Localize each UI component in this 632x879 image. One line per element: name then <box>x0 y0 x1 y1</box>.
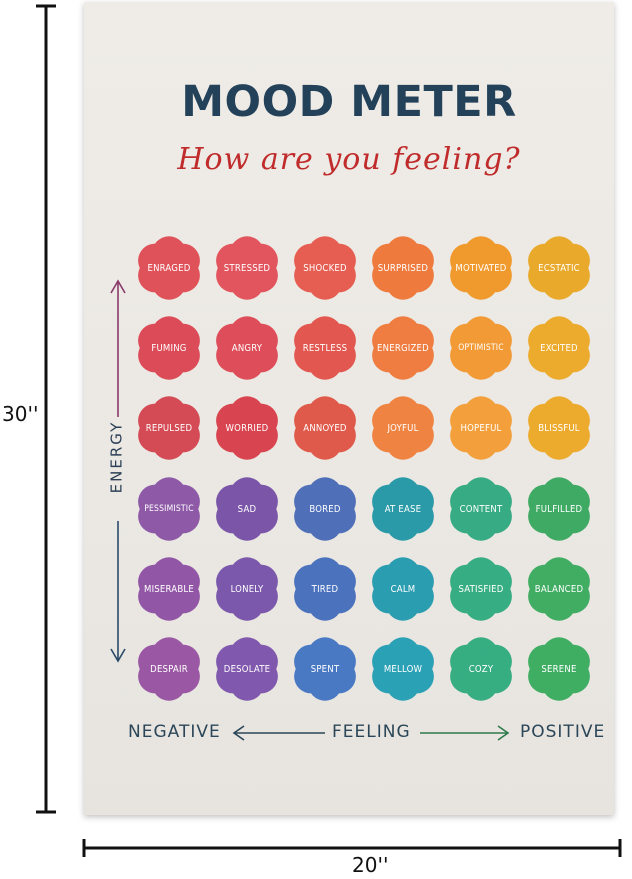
mood-flower-enraged: ENRAGED <box>134 235 204 301</box>
mood-word-label: DESOLATE <box>223 663 271 675</box>
mood-word-label: EXCITED <box>540 342 578 354</box>
mood-word-label: CONTENT <box>459 503 503 515</box>
mood-word-label: HOPEFUL <box>460 422 502 434</box>
energy-down-arrow <box>110 521 126 663</box>
mood-word-label: MISERABLE <box>144 583 194 595</box>
mood-word-label: WORRIED <box>225 422 269 434</box>
mood-word-label: REPULSED <box>145 422 193 434</box>
left-arrow <box>232 725 325 741</box>
mood-flower-miserable: MISERABLE <box>134 556 204 622</box>
mood-word-label: SHOCKED <box>303 262 347 274</box>
mood-word-label: SATISFIED <box>458 583 504 595</box>
mood-flower-calm: CALM <box>368 556 438 622</box>
mood-flower-repulsed: REPULSED <box>134 395 204 461</box>
mood-flower-fulfilled: FULFILLED <box>524 476 594 542</box>
mood-word-label: DESPAIR <box>150 663 188 675</box>
mood-flower-bored: BORED <box>290 476 360 542</box>
mood-flower-angry: ANGRY <box>212 315 282 381</box>
mood-flower-shocked: SHOCKED <box>290 235 360 301</box>
mood-meter-poster: MOOD METER How are you feeling? ENERGY N… <box>84 2 614 815</box>
mood-flower-joyful: JOYFUL <box>368 395 438 461</box>
mood-flower-pessimistic: PESSIMISTIC <box>134 476 204 542</box>
mood-word-label: FULFILLED <box>535 503 583 515</box>
mood-flower-motivated: MOTIVATED <box>446 235 516 301</box>
mood-word-label: TIRED <box>311 583 339 595</box>
mood-word-label: CALM <box>390 583 416 595</box>
mood-word-label: JOYFUL <box>387 422 419 434</box>
mood-word-label: PESSIMISTIC <box>144 504 194 514</box>
mood-word-label: ENERGIZED <box>377 342 429 354</box>
mood-flower-annoyed: ANNOYED <box>290 395 360 461</box>
poster-title: MOOD METER <box>181 77 517 127</box>
mood-flower-excited: EXCITED <box>524 315 594 381</box>
mood-flower-blissful: BLISSFUL <box>524 395 594 461</box>
mood-flower-worried: WORRIED <box>212 395 282 461</box>
mood-word-label: SPENT <box>310 663 340 675</box>
negative-label: NEGATIVE <box>128 722 221 742</box>
mood-word-label: BLISSFUL <box>538 422 580 434</box>
mood-flower-despair: DESPAIR <box>134 636 204 702</box>
mood-flower-sad: SAD <box>212 476 282 542</box>
mood-word-label: FUMING <box>151 342 187 354</box>
mood-word-label: MELLOW <box>383 663 423 675</box>
width-dimension-line <box>82 839 622 857</box>
mood-flower-cozy: COZY <box>446 636 516 702</box>
mood-flower-hopeful: HOPEFUL <box>446 395 516 461</box>
mood-flower-desolate: DESOLATE <box>212 636 282 702</box>
mood-flower-ecstatic: ECSTATIC <box>524 235 594 301</box>
mood-flower-satisfied: SATISFIED <box>446 556 516 622</box>
mood-flower-optimistic: OPTIMISTIC <box>446 315 516 381</box>
mood-word-label: RESTLESS <box>302 342 348 354</box>
mood-flower-spent: SPENT <box>290 636 360 702</box>
mood-flower-restless: RESTLESS <box>290 315 360 381</box>
energy-up-arrow <box>110 279 126 417</box>
energy-axis-label: ENERGY <box>107 420 126 494</box>
mood-flower-energized: ENERGIZED <box>368 315 438 381</box>
mood-word-label: SURPRISED <box>377 262 429 274</box>
mood-word-label: COZY <box>468 663 494 675</box>
mood-flower-mellow: MELLOW <box>368 636 438 702</box>
mood-word-label: ANNOYED <box>303 422 347 434</box>
mood-word-label: BORED <box>309 503 341 515</box>
mood-word-label: MOTIVATED <box>455 262 507 274</box>
mood-flower-balanced: BALANCED <box>524 556 594 622</box>
mood-flower-content: CONTENT <box>446 476 516 542</box>
mood-word-label: ENRAGED <box>147 262 191 274</box>
positive-label: POSITIVE <box>520 722 606 742</box>
mood-flower-tired: TIRED <box>290 556 360 622</box>
mood-flower-serene: SERENE <box>524 636 594 702</box>
mood-flower-at-ease: AT EASE <box>368 476 438 542</box>
mood-flower-stressed: STRESSED <box>212 235 282 301</box>
mood-word-label: AT EASE <box>384 503 422 515</box>
mood-word-label: LONELY <box>230 583 264 595</box>
mood-word-label: ECSTATIC <box>538 262 580 274</box>
mood-flower-lonely: LONELY <box>212 556 282 622</box>
mood-flower-fuming: FUMING <box>134 315 204 381</box>
mood-word-label: SAD <box>237 503 257 515</box>
mood-flower-surprised: SURPRISED <box>368 235 438 301</box>
mood-word-label: BALANCED <box>534 583 584 595</box>
right-arrow <box>420 725 510 741</box>
poster-subtitle: How are you feeling? <box>177 142 521 177</box>
feeling-label: FEELING <box>332 722 411 742</box>
height-dimension-line <box>36 4 56 814</box>
mood-word-label: STRESSED <box>223 262 271 274</box>
mood-word-label: SERENE <box>541 663 577 675</box>
height-label: 30'' <box>2 402 39 426</box>
mood-word-label: ANGRY <box>231 342 263 354</box>
mood-word-label: OPTIMISTIC <box>458 343 504 353</box>
width-label: 20'' <box>352 853 389 877</box>
